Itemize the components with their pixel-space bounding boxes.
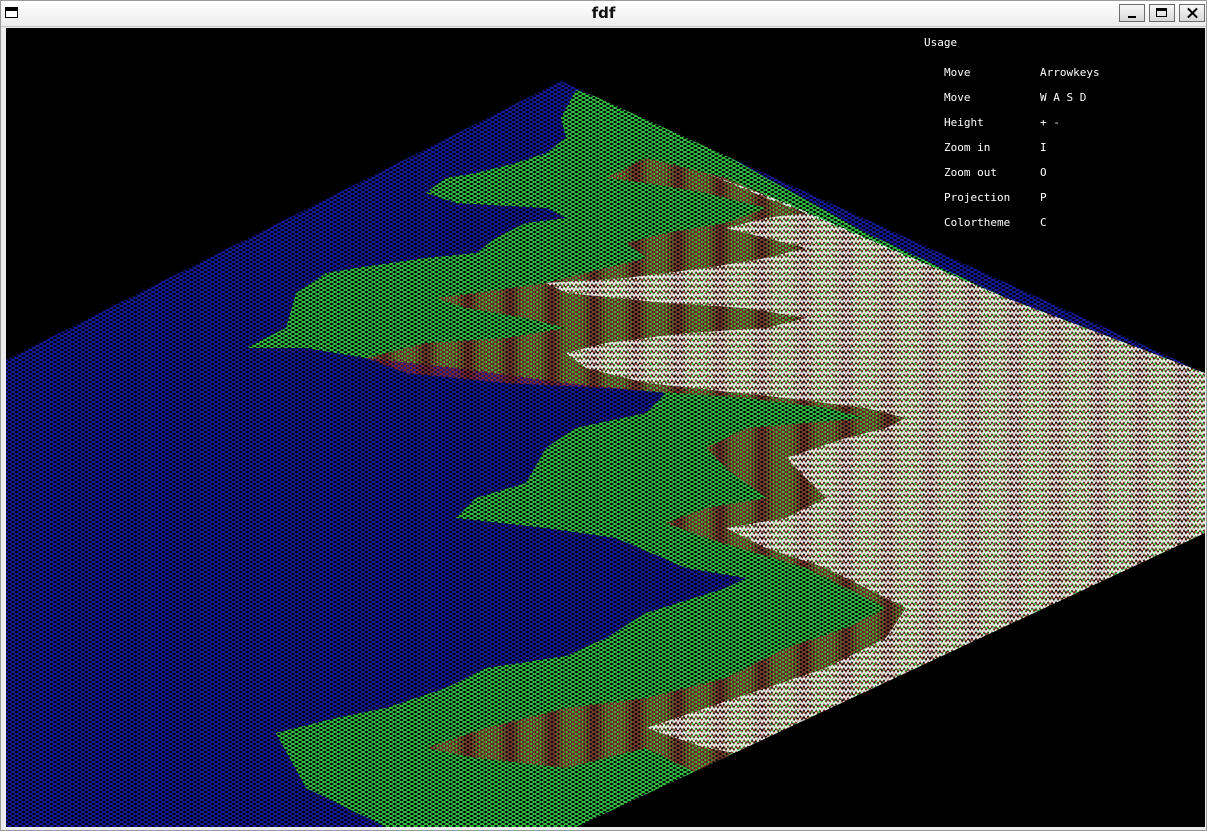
title-bar[interactable]: fdf bbox=[1, 1, 1206, 27]
usage-action: Move bbox=[944, 91, 971, 104]
minimize-button[interactable] bbox=[1119, 4, 1145, 22]
window-menu-icon[interactable] bbox=[5, 7, 18, 18]
usage-key: I bbox=[1040, 141, 1047, 154]
usage-key: W A S D bbox=[1040, 91, 1087, 104]
usage-action: Zoom out bbox=[944, 166, 997, 179]
usage-row: Move W A S D bbox=[944, 91, 1164, 105]
render-canvas[interactable]: Usage Move Arrowkeys Move W A S D Height… bbox=[6, 28, 1205, 827]
usage-title: Usage bbox=[924, 36, 958, 49]
usage-action: Projection bbox=[944, 191, 1011, 204]
wireframe-terrain bbox=[6, 81, 1205, 827]
usage-action: Colortheme bbox=[944, 216, 1011, 229]
usage-key: O bbox=[1040, 166, 1047, 179]
usage-key: C bbox=[1040, 216, 1047, 229]
usage-action: Height bbox=[944, 116, 984, 129]
usage-action: Move bbox=[944, 66, 971, 79]
usage-key: P bbox=[1040, 191, 1047, 204]
usage-row: Zoom in I bbox=[944, 141, 1164, 155]
usage-action: Zoom in bbox=[944, 141, 991, 154]
window-title: fdf bbox=[591, 4, 616, 22]
usage-row: Colortheme C bbox=[944, 216, 1164, 230]
maximize-button[interactable] bbox=[1149, 4, 1175, 22]
usage-row: Move Arrowkeys bbox=[944, 66, 1164, 80]
usage-row: Projection P bbox=[944, 191, 1164, 205]
close-button[interactable] bbox=[1179, 4, 1205, 22]
usage-row: Height + - bbox=[944, 116, 1164, 130]
usage-overlay: Usage Move Arrowkeys Move W A S D Height… bbox=[6, 28, 1205, 827]
usage-row: Zoom out O bbox=[944, 166, 1164, 180]
usage-key: Arrowkeys bbox=[1040, 66, 1100, 79]
usage-key: + - bbox=[1040, 116, 1060, 129]
